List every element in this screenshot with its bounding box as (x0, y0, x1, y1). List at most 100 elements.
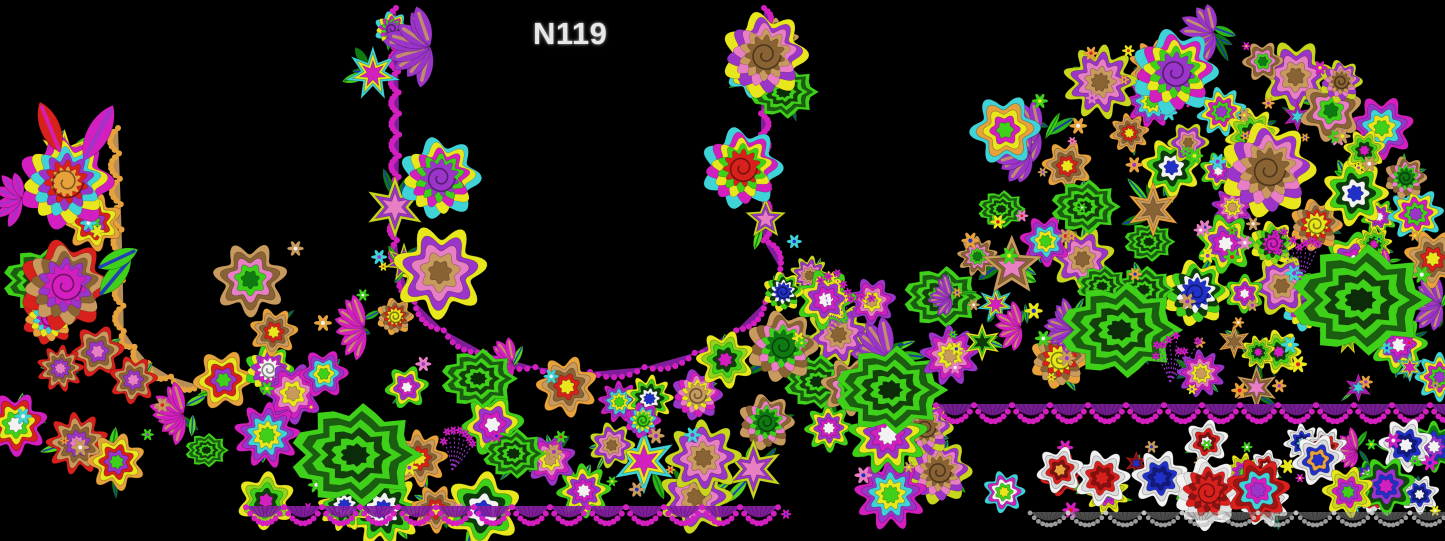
flower-motif (1387, 185, 1445, 243)
rose-motif (907, 438, 973, 505)
small-floret-motif (1180, 346, 1189, 357)
small-floret-motif (1420, 454, 1439, 471)
small-floret-motif (683, 427, 702, 443)
small-floret-motif (1171, 331, 1181, 340)
rose-motif (763, 271, 804, 313)
small-floret-motif (370, 249, 388, 265)
panel-left-corner-motif (0, 101, 255, 500)
small-floret-motif (70, 439, 90, 456)
small-floret-motif (140, 428, 155, 441)
flower-motif (1109, 112, 1150, 154)
small-floret-motif (1121, 44, 1135, 57)
small-floret-motif (1274, 246, 1284, 257)
leaf-motif (1212, 25, 1237, 38)
small-floret-motif (1408, 229, 1421, 241)
flower-motif (212, 244, 288, 318)
small-floret-motif (1261, 97, 1276, 110)
small-floret-motif (378, 262, 389, 272)
small-floret-motif (838, 280, 848, 290)
purple-swag-border (933, 402, 1445, 425)
small-floret-motif (966, 298, 981, 311)
small-floret-motif (1144, 440, 1159, 453)
petal-cluster-motif (382, 5, 434, 88)
flower-motif (589, 422, 636, 469)
star-flower-motif (975, 283, 1016, 324)
flower-motif (853, 457, 927, 530)
panel-center-u-neckline (212, 5, 984, 541)
leaf-motif (82, 104, 115, 161)
zigzag-medallion-motif (978, 189, 1027, 229)
small-floret-motif (1280, 336, 1300, 354)
small-floret-motif (951, 287, 963, 298)
small-floret-motif (1193, 223, 1209, 237)
small-floret-motif (1384, 432, 1402, 449)
small-floret-motif (947, 361, 963, 375)
small-floret-motif (999, 247, 1019, 265)
rose-motif (1134, 28, 1220, 116)
small-floret-motif (442, 427, 452, 437)
small-floret-motif (1240, 441, 1253, 453)
small-floret-motif (1125, 156, 1144, 173)
rose-motif (22, 239, 112, 331)
spray-fountain-motif (439, 425, 477, 471)
zigzag-medallion-motif (185, 432, 230, 468)
rose-motif (1291, 198, 1344, 252)
small-floret-motif (1067, 136, 1078, 146)
small-floret-motif (1158, 340, 1168, 350)
flower-motif (1291, 434, 1345, 486)
small-floret-motif (460, 429, 470, 439)
flower-motif (261, 363, 324, 425)
small-floret-motif (1279, 459, 1296, 474)
small-floret-motif (553, 430, 569, 444)
small-floret-motif (489, 429, 504, 443)
small-floret-motif (1373, 234, 1385, 244)
small-floret-motif (1174, 346, 1184, 356)
small-floret-motif (816, 275, 826, 285)
small-floret-motif (1077, 202, 1088, 213)
star-flower-motif (980, 233, 1043, 293)
small-floret-motif (1127, 267, 1143, 281)
flower-motif (535, 356, 597, 418)
small-floret-motif (1241, 41, 1252, 51)
rose-motif (1223, 122, 1317, 218)
star-flower-motif (1128, 180, 1179, 239)
small-floret-motif (1034, 330, 1053, 347)
small-floret-motif (1430, 381, 1441, 391)
small-floret-motif (1230, 382, 1249, 399)
small-floret-motif (823, 272, 834, 281)
star-flower-motif (744, 197, 787, 237)
small-floret-motif (1083, 46, 1099, 61)
small-floret-motif (989, 214, 1006, 229)
zigzag-medallion-motif (836, 345, 949, 435)
leaf-motif (97, 247, 139, 270)
small-floret-motif (843, 287, 853, 297)
leaf-motif (188, 414, 196, 437)
small-floret-motif (646, 427, 665, 444)
petal-cluster-motif (1335, 426, 1359, 469)
rose-motif (703, 127, 785, 209)
zigzag-medallion-motif (1292, 243, 1434, 357)
star-flower-motif (344, 44, 402, 100)
small-floret-motif (1294, 242, 1305, 252)
small-floret-motif (1065, 230, 1078, 242)
rose-motif (401, 137, 483, 219)
small-floret-motif (1307, 236, 1317, 246)
small-floret-motif (948, 330, 959, 339)
spray-fountain-motif (1271, 227, 1323, 281)
leaf-motif (1044, 112, 1061, 140)
flower-motif (37, 344, 85, 393)
small-floret-motif (468, 438, 477, 449)
small-floret-motif (1333, 128, 1352, 144)
small-floret-motif (1185, 147, 1204, 164)
rose-motif (1175, 457, 1244, 527)
flower-motif (664, 418, 743, 497)
flower-motif (847, 278, 897, 327)
flower-motif (1356, 457, 1416, 517)
small-floret-motif (259, 381, 275, 396)
small-floret-motif (1118, 74, 1130, 85)
small-floret-motif (1046, 372, 1057, 382)
rose-motif (1320, 59, 1364, 104)
small-floret-motif (832, 268, 843, 278)
star-flower-motif (1395, 351, 1424, 384)
